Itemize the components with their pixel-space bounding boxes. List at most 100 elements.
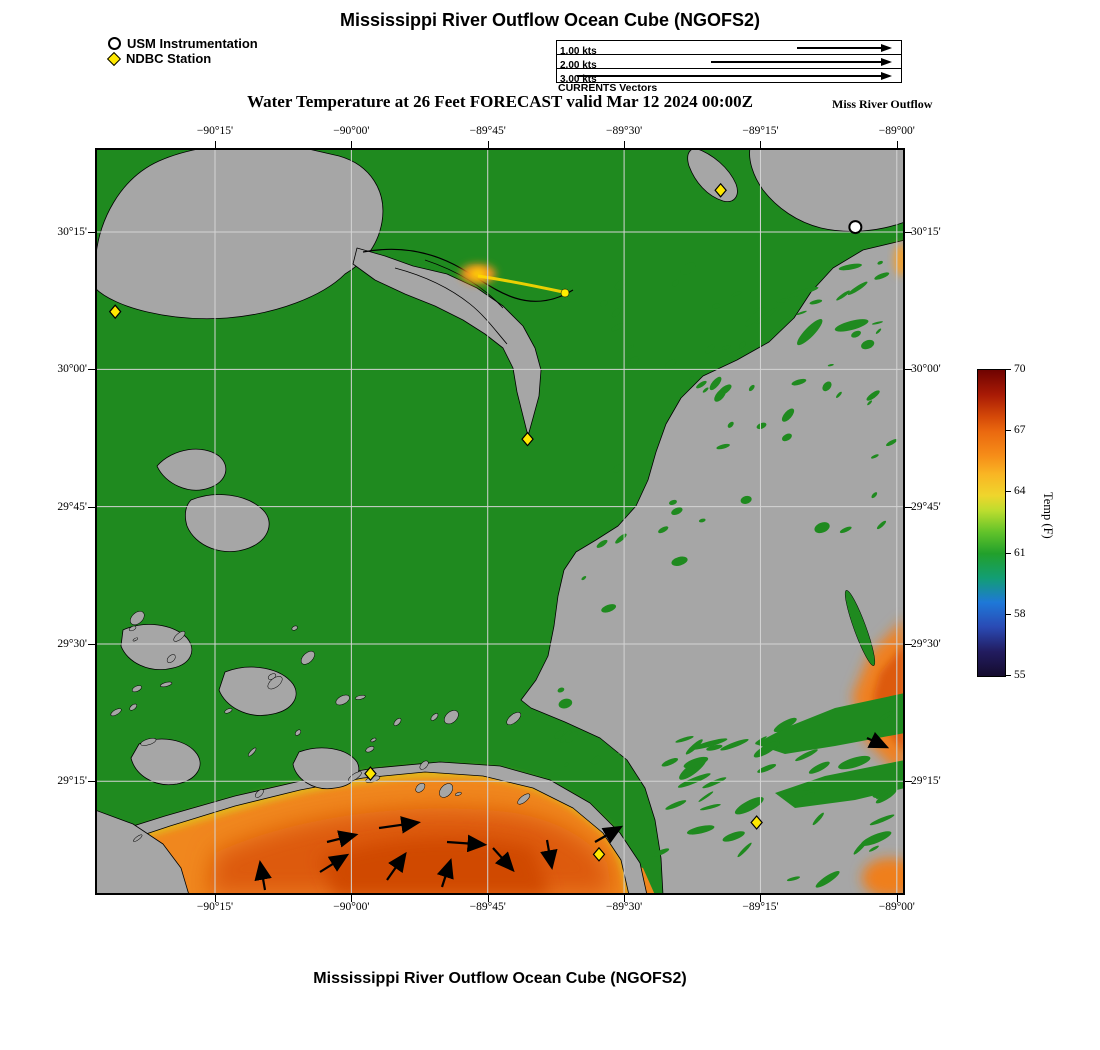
lon-tick-label-bottom: −90°15' bbox=[196, 901, 234, 913]
current-vector-arrow bbox=[386, 851, 407, 881]
currents-scale-arrow-2 bbox=[711, 57, 892, 66]
lon-tick-label-bottom: −89°45' bbox=[469, 901, 506, 913]
ndbc-station-marker bbox=[714, 182, 727, 198]
footer-title: Mississippi River Outflow Ocean Cube (NG… bbox=[313, 970, 687, 987]
axis-tick-mark bbox=[351, 895, 353, 902]
temperature-heatmap-warm-band bbox=[95, 768, 655, 895]
usm-station-marker bbox=[848, 220, 863, 235]
axis-tick-mark bbox=[487, 141, 489, 148]
currents-scale-label-2: 2.00 kts bbox=[560, 60, 597, 71]
axis-tick-mark bbox=[487, 895, 489, 902]
ndbc-station-marker bbox=[521, 431, 534, 447]
lat-tick-label-left: 29°15' bbox=[57, 775, 87, 788]
ndbc-station-marker bbox=[750, 815, 763, 830]
lon-tick-label-top: −89°45' bbox=[469, 125, 506, 137]
lon-tick-label-top: −90°15' bbox=[196, 125, 234, 137]
currents-scale-row-1: 1.00 kts bbox=[557, 41, 901, 57]
lat-tick-label-left: 29°45' bbox=[57, 500, 87, 513]
lat-tick-label-right: 29°30' bbox=[911, 637, 941, 650]
colorbar-tick-label: 55 bbox=[1014, 669, 1026, 681]
axis-tick-mark bbox=[905, 369, 912, 371]
axis-tick-mark bbox=[905, 643, 912, 645]
axis-tick-mark bbox=[760, 895, 762, 902]
forecast-subtitle: Water Temperature at 26 Feet FORECAST va… bbox=[247, 92, 753, 111]
axis-tick-mark bbox=[88, 369, 95, 371]
currents-scale-arrow-3 bbox=[577, 71, 892, 80]
colorbar-tick-label: 70 bbox=[1014, 363, 1026, 375]
lat-tick-label-right: 30°15' bbox=[911, 226, 941, 239]
usm-circle-icon bbox=[108, 37, 121, 50]
lon-tick-label-bottom: −89°00' bbox=[878, 901, 915, 913]
current-vector-arrow bbox=[319, 853, 350, 873]
colorbar-tick-label: 64 bbox=[1014, 485, 1026, 498]
legend-usm-label: USM Instrumentation bbox=[127, 36, 258, 51]
colorbar-label: Temp (F) bbox=[1041, 492, 1055, 539]
map-legend: USM Instrumentation NDBC Station bbox=[106, 36, 258, 66]
legend-ndbc-label: NDBC Station bbox=[126, 51, 212, 66]
current-vector-arrow bbox=[492, 847, 515, 873]
lon-tick-label-bottom: −89°15' bbox=[742, 901, 779, 913]
current-vector-arrow bbox=[436, 858, 454, 888]
lon-tick-label-top: −89°30' bbox=[605, 125, 643, 137]
axis-tick-mark bbox=[215, 895, 216, 902]
axis-tick-mark bbox=[896, 895, 898, 902]
station-markers bbox=[108, 182, 863, 862]
page-title: Mississippi River Outflow Ocean Cube (NG… bbox=[339, 10, 761, 30]
current-vector-arrow bbox=[378, 816, 421, 834]
colorbar-gradient bbox=[978, 370, 1005, 676]
ndbc-station-marker bbox=[108, 304, 122, 320]
current-vectors bbox=[254, 731, 890, 891]
grid-lines bbox=[95, 148, 905, 895]
currents-scale-row-3: 3.00 kts bbox=[557, 69, 901, 85]
currents-scale-row-2: 2.00 kts bbox=[557, 55, 901, 71]
lat-tick-label-right: 30°00' bbox=[911, 363, 941, 376]
lat-tick-label-left: 30°15' bbox=[57, 226, 87, 239]
arrowhead-icon bbox=[881, 43, 892, 52]
legend-item-usm: USM Instrumentation bbox=[108, 36, 258, 51]
arrowhead-icon bbox=[881, 71, 892, 80]
axis-tick-mark bbox=[624, 895, 626, 902]
lat-tick-label-right: 29°45' bbox=[911, 500, 941, 513]
marsh-speckles bbox=[110, 260, 898, 888]
axis-tick-mark bbox=[215, 141, 216, 148]
currents-scale-label-3: 3.00 kts bbox=[560, 74, 597, 85]
currents-scale-arrow-1 bbox=[797, 43, 892, 52]
axis-tick-mark bbox=[624, 141, 626, 148]
current-vector-arrow bbox=[326, 830, 359, 848]
axis-tick-mark bbox=[88, 232, 95, 234]
ndbc-station-marker bbox=[592, 846, 606, 862]
lon-tick-label-top: −90°00' bbox=[333, 125, 370, 137]
ndbc-diamond-icon bbox=[106, 51, 122, 66]
axis-tick-mark bbox=[88, 781, 95, 783]
colorbar-tick-label: 67 bbox=[1014, 424, 1026, 437]
legend-item-ndbc: NDBC Station bbox=[106, 51, 258, 66]
map-frame bbox=[95, 148, 905, 895]
colorbar-tick-label: 58 bbox=[1014, 607, 1026, 620]
axis-tick-mark bbox=[351, 141, 353, 148]
lon-tick-label-bottom: −90°00' bbox=[333, 901, 370, 913]
axis-tick-mark bbox=[905, 232, 912, 234]
current-vector-arrow bbox=[540, 839, 558, 870]
ndbc-station-marker bbox=[364, 766, 377, 782]
axis-tick-mark bbox=[896, 141, 898, 148]
arrowhead-icon bbox=[881, 57, 892, 66]
currents-caption: CURRENTS Vectors bbox=[558, 82, 658, 94]
lat-tick-label-left: 30°00' bbox=[57, 363, 87, 376]
currents-scale-label-1: 1.00 kts bbox=[560, 46, 597, 57]
axis-tick-mark bbox=[760, 141, 762, 148]
corner-note: Miss River Outflow bbox=[832, 97, 933, 111]
lon-tick-label-top: −89°15' bbox=[742, 125, 779, 137]
lat-tick-label-left: 29°30' bbox=[57, 637, 87, 650]
axis-tick-mark bbox=[905, 506, 912, 508]
lon-tick-label-top: −89°00' bbox=[878, 125, 915, 137]
currents-scale-box: 1.00 kts 2.00 kts 3.00 kts bbox=[556, 40, 902, 85]
current-vector-arrow bbox=[446, 834, 488, 853]
colorbar-tick-label: 61 bbox=[1014, 546, 1026, 559]
lat-tick-label-right: 29°15' bbox=[911, 775, 941, 788]
current-vector-arrow bbox=[594, 825, 624, 844]
axis-tick-mark bbox=[905, 781, 912, 783]
axis-tick-mark bbox=[88, 506, 95, 508]
current-vector-arrow bbox=[254, 860, 272, 891]
axis-tick-mark bbox=[88, 643, 95, 645]
